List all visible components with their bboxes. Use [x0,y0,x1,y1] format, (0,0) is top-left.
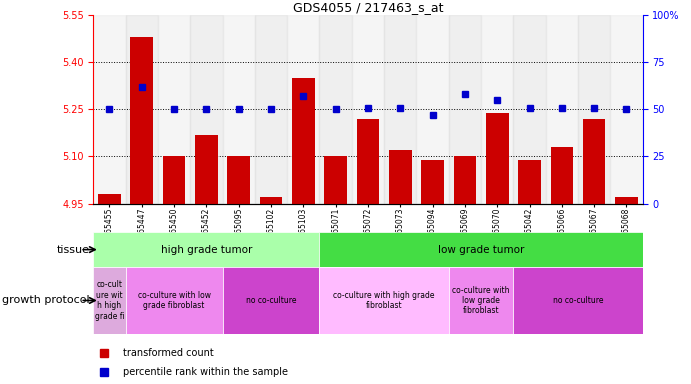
Text: no co-culture: no co-culture [553,296,603,305]
Bar [223,267,319,334]
Bar [163,157,185,204]
Bar [518,160,541,204]
Bar [190,15,223,204]
Bar [260,197,283,204]
Bar [578,15,610,204]
Bar [583,119,605,204]
Bar [255,15,287,204]
Text: growth protocol: growth protocol [2,295,90,306]
Text: no co-culture: no co-culture [246,296,296,305]
Bar [126,15,158,204]
Bar [287,15,319,204]
Text: co-cult
ure wit
h high
grade fi: co-cult ure wit h high grade fi [95,280,124,321]
Title: GDS4055 / 217463_s_at: GDS4055 / 217463_s_at [293,1,443,14]
Bar [227,157,250,204]
Bar [422,160,444,204]
Bar [319,15,352,204]
Bar [98,194,121,204]
Bar [448,267,513,334]
Bar [324,157,347,204]
Bar [448,15,481,204]
Text: high grade tumor: high grade tumor [161,245,252,255]
Bar [319,267,448,334]
Bar [93,267,126,334]
Bar [546,15,578,204]
Bar [357,119,379,204]
Bar [453,157,476,204]
Text: tissue: tissue [57,245,90,255]
Text: co-culture with high grade
fibroblast: co-culture with high grade fibroblast [333,291,435,310]
Bar [513,267,643,334]
Text: co-culture with
low grade
fibroblast: co-culture with low grade fibroblast [453,286,510,315]
Text: percentile rank within the sample: percentile rank within the sample [124,367,289,377]
Bar [486,113,509,204]
Bar [513,15,546,204]
Bar [384,15,417,204]
Bar [551,147,573,204]
Text: co-culture with low
grade fibroblast: co-culture with low grade fibroblast [138,291,211,310]
Bar [481,15,513,204]
Bar [195,134,218,204]
Bar [417,15,448,204]
Bar [389,150,412,204]
Bar [319,232,643,267]
Text: transformed count: transformed count [124,348,214,358]
Bar [223,15,255,204]
Bar [292,78,314,204]
Bar [615,197,638,204]
Bar [93,232,319,267]
Bar [126,267,223,334]
Bar [93,15,126,204]
Text: low grade tumor: low grade tumor [438,245,524,255]
Bar [158,15,190,204]
Bar [131,37,153,204]
Bar [610,15,643,204]
Bar [352,15,384,204]
